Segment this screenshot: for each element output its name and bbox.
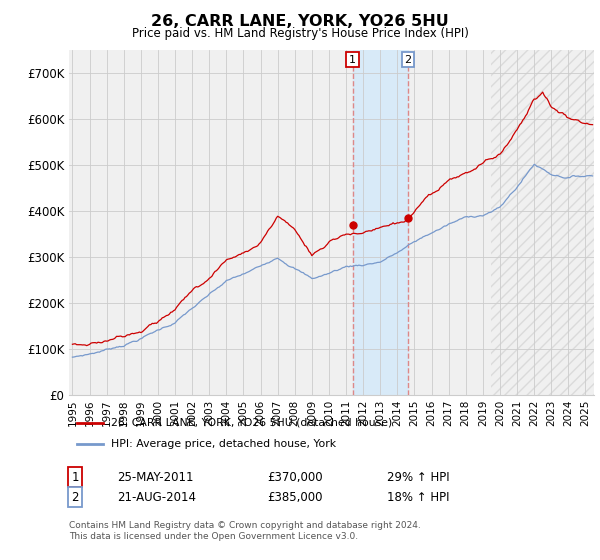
Text: 26, CARR LANE, YORK, YO26 5HU: 26, CARR LANE, YORK, YO26 5HU — [151, 14, 449, 29]
Text: 26, CARR LANE, YORK, YO26 5HU (detached house): 26, CARR LANE, YORK, YO26 5HU (detached … — [110, 418, 392, 428]
Text: 29% ↑ HPI: 29% ↑ HPI — [387, 470, 449, 484]
Text: 1: 1 — [71, 470, 79, 484]
Text: This data is licensed under the Open Government Licence v3.0.: This data is licensed under the Open Gov… — [69, 532, 358, 541]
Text: 18% ↑ HPI: 18% ↑ HPI — [387, 491, 449, 504]
Text: 21-AUG-2014: 21-AUG-2014 — [117, 491, 196, 504]
Text: 1: 1 — [349, 54, 356, 64]
Text: Contains HM Land Registry data © Crown copyright and database right 2024.: Contains HM Land Registry data © Crown c… — [69, 521, 421, 530]
Text: 25-MAY-2011: 25-MAY-2011 — [117, 470, 193, 484]
Text: 2: 2 — [71, 491, 79, 504]
Text: HPI: Average price, detached house, York: HPI: Average price, detached house, York — [110, 439, 336, 449]
Text: £370,000: £370,000 — [267, 470, 323, 484]
Bar — [353, 50, 408, 395]
Text: Price paid vs. HM Land Registry's House Price Index (HPI): Price paid vs. HM Land Registry's House … — [131, 27, 469, 40]
Bar — [491, 50, 594, 395]
Text: 2: 2 — [404, 54, 412, 64]
Text: £385,000: £385,000 — [267, 491, 323, 504]
